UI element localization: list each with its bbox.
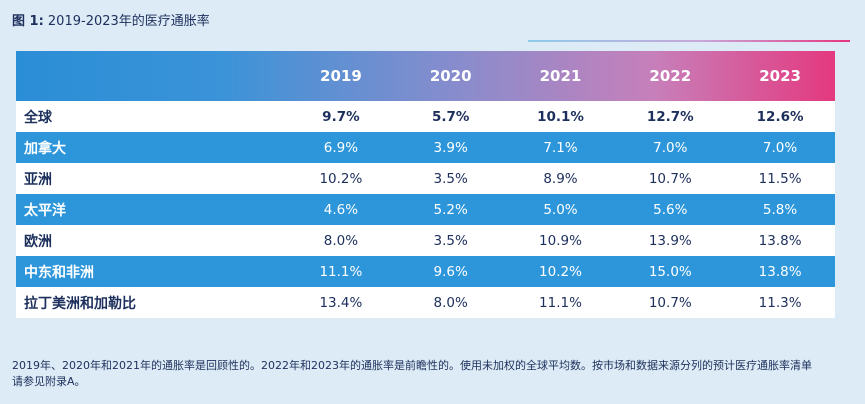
header-year-2022: 2022 (649, 67, 692, 85)
table-cell: 7.0% (762, 139, 798, 156)
row-label: 加拿大 (24, 140, 66, 157)
table-row-global: 全球 9.7% 5.7% 10.1% 12.7% 12.6% (16, 101, 835, 132)
table-cell: 15.0% (648, 263, 692, 280)
table-cell: 5.6% (653, 201, 688, 218)
figure-title: 图 1: 2019-2023年的医疗通胀率 (12, 10, 210, 29)
table-cell: 13.8% (758, 263, 802, 280)
footnote: 2019年、2020年和2021年的通胀率是回顾性的。2022年和2023年的通… (12, 358, 857, 390)
row-label: 中东和非洲 (24, 264, 94, 281)
table-row-asia: 亚洲 10.2% 3.5% 8.9% 10.7% 11.5% (16, 163, 835, 194)
table-cell: 10.9% (539, 232, 582, 249)
table-cell: 10.2% (319, 170, 363, 187)
table-cell: 7.0% (653, 139, 688, 156)
table-cell: 5.8% (762, 201, 798, 218)
row-label: 亚洲 (24, 171, 52, 188)
table-cell: 13.4% (319, 294, 363, 311)
table-cell: 10.1% (537, 108, 584, 125)
table-cell: 10.7% (648, 294, 692, 311)
table-header-row: 2019 2020 2021 2022 2023 (16, 51, 835, 101)
row-label: 欧洲 (24, 233, 52, 250)
table-cell: 11.1% (319, 263, 363, 280)
table-cell: 10.7% (648, 170, 692, 187)
header-year-2020: 2020 (429, 67, 472, 85)
table-cell: 4.6% (323, 201, 359, 218)
table-cell: 12.6% (756, 108, 804, 125)
table-cell: 6.9% (323, 139, 359, 156)
table-cell: 9.7% (322, 108, 360, 125)
header-year-2021: 2021 (539, 67, 582, 85)
table-row-canada: 加拿大 6.9% 3.9% 7.1% 7.0% 7.0% (16, 132, 835, 163)
row-label: 拉丁美洲和加勒比 (24, 295, 136, 312)
table-cell: 12.7% (646, 108, 694, 125)
inflation-table: 2019 2020 2021 2022 2023 全球 9.7% 5.7% 10… (16, 51, 835, 318)
table-cell: 8.0% (433, 294, 468, 311)
table-cell: 3.5% (433, 232, 468, 249)
table-cell: 5.2% (433, 201, 468, 218)
table-cell: 3.5% (433, 170, 468, 187)
figure-title-prefix: 图 1: (12, 14, 44, 29)
table-cell: 7.1% (543, 139, 578, 156)
figure-title-text: 2019-2023年的医疗通胀率 (43, 14, 210, 29)
header-year-2019: 2019 (320, 67, 362, 85)
table-cell: 5.7% (431, 108, 470, 125)
decorative-gradient-line (528, 40, 850, 42)
table-cell: 5.0% (543, 201, 578, 218)
table-row-middle-east-africa: 中东和非洲 11.1% 9.6% 10.2% 15.0% 13.8% (16, 256, 835, 287)
table-cell: 11.1% (539, 294, 582, 311)
header-year-2023: 2023 (759, 67, 801, 85)
table-cell: 11.3% (758, 294, 802, 311)
footnote-line-1: 2019年、2020年和2021年的通胀率是回顾性的。2022年和2023年的通… (12, 359, 812, 372)
table-cell: 8.0% (323, 232, 359, 249)
table-cell: 3.9% (433, 139, 468, 156)
table-cell: 10.2% (539, 263, 582, 280)
table-row-europe: 欧洲 8.0% 3.5% 10.9% 13.9% 13.8% (16, 225, 835, 256)
table-cell: 9.6% (433, 263, 468, 280)
table-cell: 8.9% (543, 170, 578, 187)
table-cell: 13.8% (758, 232, 802, 249)
table-cell: 13.9% (648, 232, 692, 249)
table-cell: 11.5% (758, 170, 802, 187)
table-row-pacific: 太平洋 4.6% 5.2% 5.0% 5.6% 5.8% (16, 194, 835, 225)
table-row-latin-america: 拉丁美洲和加勒比 13.4% 8.0% 11.1% 10.7% 11.3% (16, 287, 835, 318)
row-label: 太平洋 (24, 202, 66, 219)
row-label: 全球 (24, 109, 52, 126)
footnote-line-2: 请参见附录A。 (12, 375, 86, 388)
